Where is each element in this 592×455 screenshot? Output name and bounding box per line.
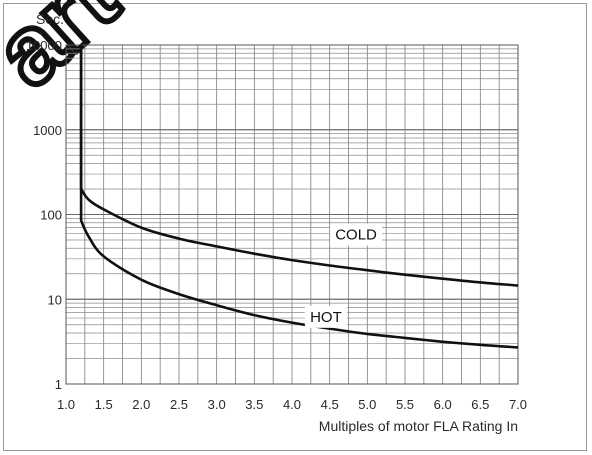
x-tick-label: 2.0 bbox=[132, 397, 150, 412]
curve-label-cold: COLD bbox=[335, 227, 377, 244]
x-tick-label: 4.5 bbox=[321, 397, 339, 412]
grid bbox=[65, 44, 519, 385]
x-tick-label: 5.5 bbox=[396, 397, 414, 412]
x-tick-label: 3.5 bbox=[245, 397, 263, 412]
y-tick-label: 1000 bbox=[33, 123, 62, 138]
y-tick-label: 1 bbox=[55, 377, 62, 392]
plot-area bbox=[65, 44, 519, 385]
chart-frame bbox=[3, 3, 587, 451]
x-tick-label: 6.0 bbox=[434, 397, 452, 412]
curve-label-background bbox=[304, 305, 347, 328]
y-tick-labels: 1 10 100 1000 10000 bbox=[26, 38, 62, 392]
x-tick-label: 4.0 bbox=[283, 397, 301, 412]
x-axis-title: Multiples of motor FLA Rating In bbox=[319, 418, 518, 434]
x-tick-label: 1.5 bbox=[95, 397, 113, 412]
x-tick-labels: 1.0 1.5 2.0 2.5 3.0 3.5 4.0 4.5 5.0 5.5 6.0 6.5 7.0 bbox=[57, 397, 527, 412]
curves bbox=[79, 45, 519, 349]
x-tick-label: 1.0 bbox=[57, 397, 75, 412]
curve-label-hot: HOT bbox=[310, 309, 342, 326]
plot-border bbox=[65, 44, 519, 385]
curve-hot bbox=[79, 45, 519, 349]
curve-label-background bbox=[330, 223, 383, 246]
x-tick-label: 6.5 bbox=[471, 397, 489, 412]
x-tick-label: 5.0 bbox=[358, 397, 376, 412]
curve-cold bbox=[79, 45, 519, 287]
y-axis-title: Sec. bbox=[36, 11, 64, 27]
y-tick-label: 10000 bbox=[26, 38, 62, 53]
y-tick-label: 100 bbox=[40, 208, 62, 223]
curve-labels: COLD HOT bbox=[304, 223, 383, 328]
y-tick-label: 10 bbox=[48, 292, 62, 307]
x-tick-label: 3.0 bbox=[208, 397, 226, 412]
x-tick-label: 2.5 bbox=[170, 397, 188, 412]
x-tick-label: 7.0 bbox=[509, 397, 527, 412]
